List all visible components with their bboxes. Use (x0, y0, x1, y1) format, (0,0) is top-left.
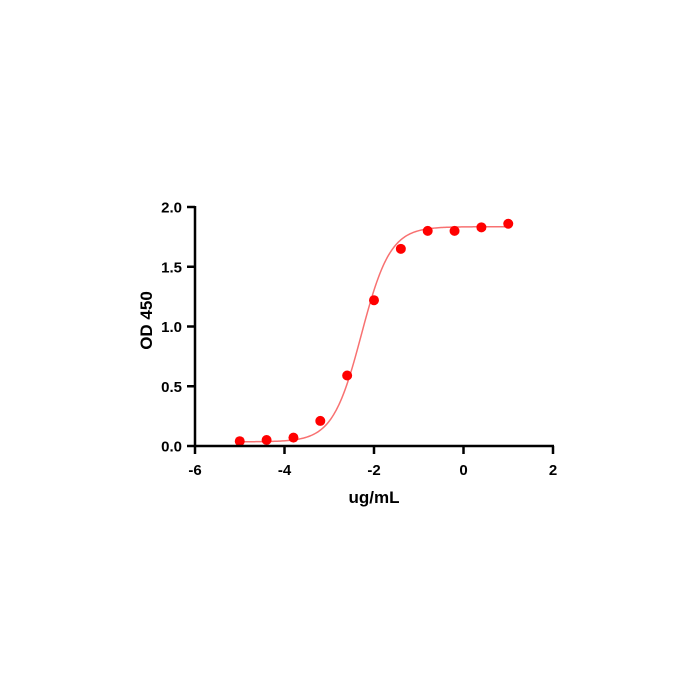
data-point (395, 243, 406, 254)
y-tick-label: 2.0 (161, 200, 182, 217)
x-tick-label: 0 (459, 462, 467, 479)
y-tick-label: 1.0 (161, 319, 182, 336)
x-tick-label: -2 (367, 462, 380, 479)
y-axis-title: OD 450 (137, 291, 156, 350)
data-points (234, 218, 514, 447)
axes: -6 -4 -2 0 2 0.0 0.5 1.0 1.5 2.0 (161, 200, 557, 480)
y-tick-label: 1.5 (161, 259, 182, 276)
data-point (369, 295, 379, 306)
fit-curve (239, 225, 509, 443)
x-tick-label: -4 (278, 462, 292, 479)
x-axis-title: ug/mL (349, 488, 400, 507)
data-point (422, 225, 433, 236)
data-point (503, 218, 514, 229)
x-ticks: -6 -4 -2 0 2 (188, 446, 557, 479)
data-point (476, 222, 487, 233)
y-ticks: 0.0 0.5 1.0 1.5 2.0 (161, 200, 195, 456)
data-point (234, 436, 245, 447)
plot-area (234, 218, 514, 447)
data-point (261, 435, 272, 446)
data-point (288, 432, 299, 443)
x-tick-label: -6 (188, 462, 201, 479)
data-point (315, 415, 326, 426)
x-tick-label: 2 (549, 462, 557, 479)
data-point (449, 225, 460, 236)
y-tick-label: 0.0 (161, 439, 182, 456)
y-tick-label: 0.5 (161, 379, 182, 396)
data-point (342, 370, 353, 381)
